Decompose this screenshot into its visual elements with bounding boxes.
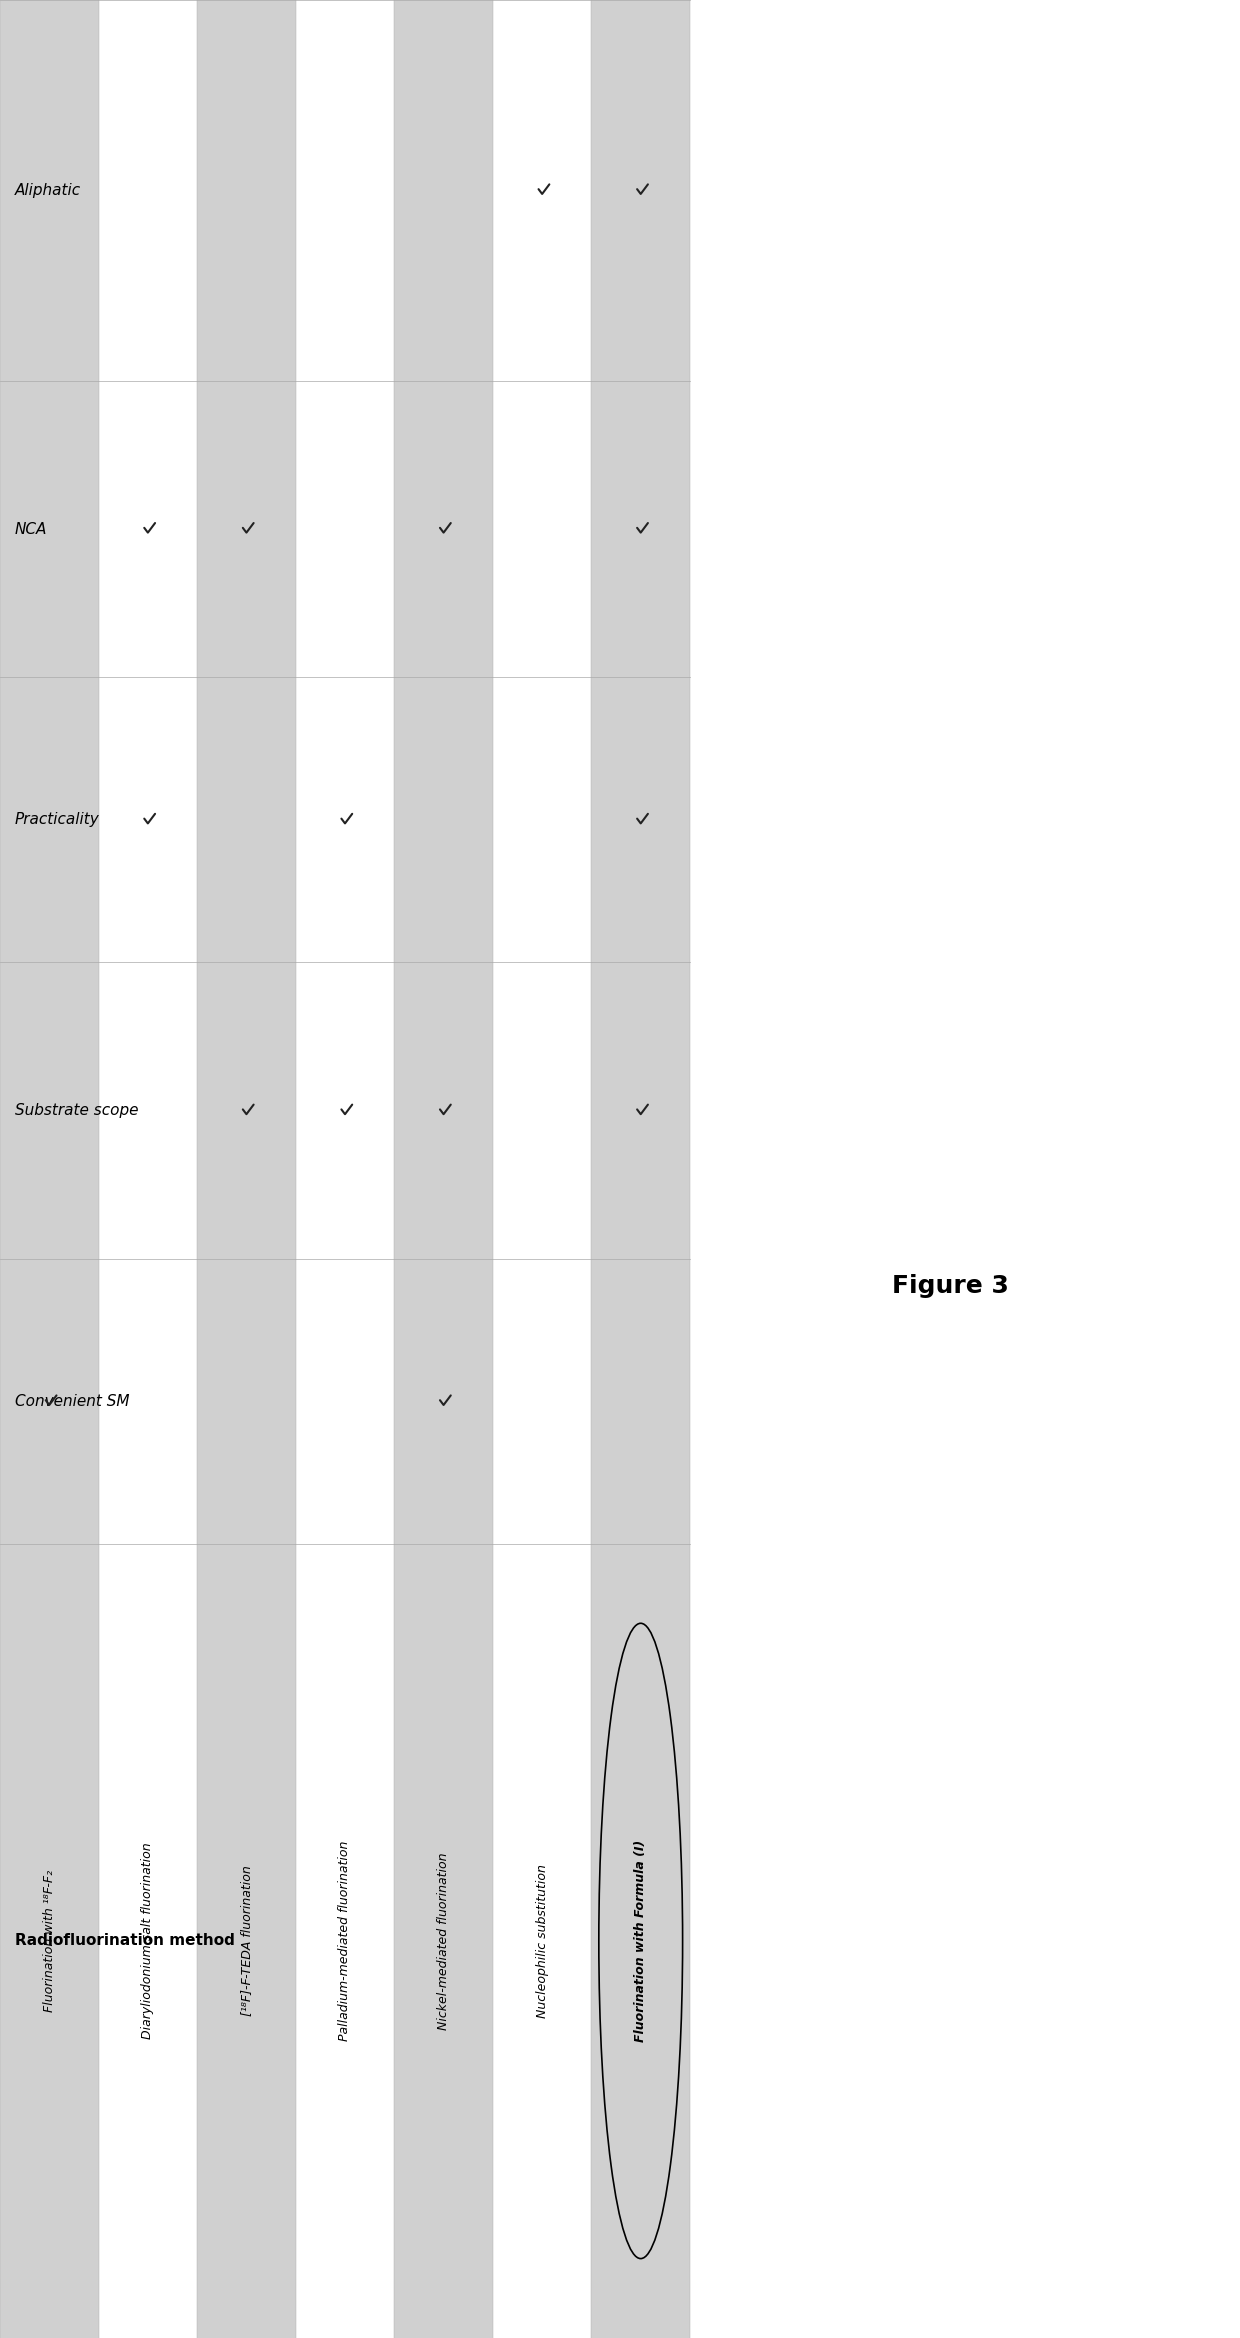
Text: Substrate scope: Substrate scope <box>15 1104 139 1118</box>
Text: Diaryliodonium salt fluorination: Diaryliodonium salt fluorination <box>141 1842 154 2039</box>
Text: Palladium-mediated fluorination: Palladium-mediated fluorination <box>339 1840 351 2041</box>
Text: Radiofluorination method: Radiofluorination method <box>15 1934 234 1948</box>
Text: Fluorination with Formula (I): Fluorination with Formula (I) <box>634 1840 647 2041</box>
Text: Nickel-mediated fluorination: Nickel-mediated fluorination <box>436 1852 450 2029</box>
Text: Figure 3: Figure 3 <box>892 1274 1008 1298</box>
Text: Fluorination with ¹⁸F-F₂: Fluorination with ¹⁸F-F₂ <box>43 1870 56 2013</box>
Bar <box>591 0 689 2338</box>
Bar <box>98 0 197 2338</box>
Bar <box>0 0 98 2338</box>
Bar <box>492 0 591 2338</box>
Bar <box>394 0 492 2338</box>
Text: [¹⁸F]-F-TEDA fluorination: [¹⁸F]-F-TEDA fluorination <box>239 1866 253 2015</box>
Text: Practicality: Practicality <box>15 811 99 828</box>
Bar <box>197 0 295 2338</box>
Text: NCA: NCA <box>15 521 47 535</box>
Text: Nucleophilic substitution: Nucleophilic substitution <box>536 1863 548 2018</box>
Text: Aliphatic: Aliphatic <box>15 182 81 199</box>
Text: Convenient SM: Convenient SM <box>15 1393 129 1410</box>
Bar <box>295 0 394 2338</box>
